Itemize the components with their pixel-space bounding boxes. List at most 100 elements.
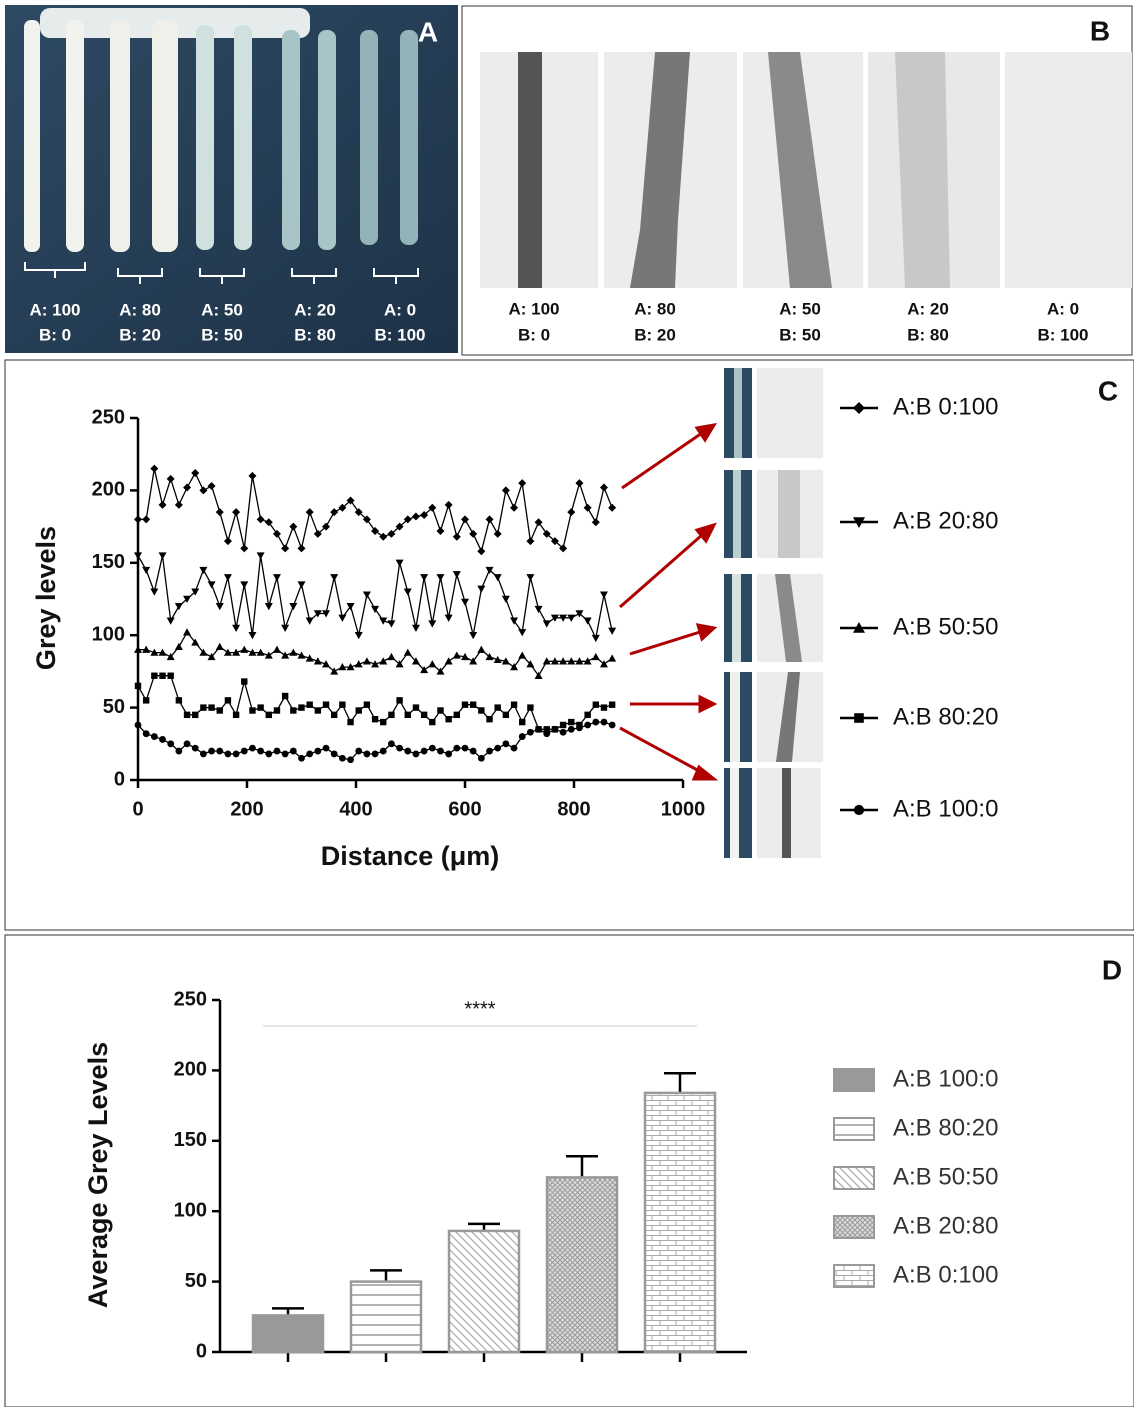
marker	[166, 652, 175, 661]
marker	[175, 747, 183, 755]
marker	[404, 747, 412, 755]
marker	[853, 402, 865, 414]
marker	[363, 701, 371, 708]
marker	[191, 588, 200, 596]
marker	[501, 595, 510, 603]
x-tick-label: 1000	[661, 798, 706, 820]
marker	[379, 747, 387, 755]
sample-label: B: 0	[518, 325, 550, 344]
y-tick-label: 0	[196, 1340, 207, 1362]
legend-label: A:B 50:50	[893, 613, 998, 640]
y-tick-label: 150	[92, 551, 125, 573]
marker	[510, 701, 518, 708]
marker	[477, 754, 485, 762]
bar	[447, 1229, 521, 1354]
marker	[600, 718, 608, 726]
marker	[371, 750, 379, 758]
marker	[412, 704, 420, 711]
marker	[281, 544, 290, 553]
marker	[338, 503, 347, 512]
marker	[273, 707, 281, 714]
y-tick-label: 100	[92, 623, 125, 645]
marker	[305, 654, 314, 662]
sample-label: A: 80	[634, 299, 676, 318]
marker	[281, 692, 289, 700]
marker	[608, 721, 616, 729]
marker	[272, 529, 281, 538]
legend-label: A:B 100:0	[893, 795, 998, 822]
legend-label: A:B 50:50	[893, 1163, 998, 1190]
marker	[584, 711, 591, 719]
marker	[608, 654, 617, 662]
marker	[207, 652, 216, 661]
sample-label: B: 20	[119, 325, 161, 344]
sample-label: B: 0	[39, 325, 71, 344]
bar	[545, 1176, 619, 1354]
legend-label: A:B 0:100	[893, 1261, 998, 1288]
marker	[339, 701, 346, 708]
series-line	[138, 468, 613, 554]
marker	[445, 715, 452, 723]
marker	[191, 638, 200, 646]
marker	[486, 715, 493, 723]
marker	[216, 747, 224, 755]
marker	[151, 672, 158, 679]
marker	[411, 657, 420, 665]
sample-label: B: 20	[634, 325, 676, 344]
marker	[550, 537, 559, 546]
legend-label: A:B 100:0	[893, 1065, 998, 1092]
marker	[854, 713, 864, 723]
marker	[379, 532, 388, 541]
marker	[281, 624, 290, 632]
marker	[592, 718, 600, 726]
marker	[559, 544, 568, 553]
marker	[444, 657, 453, 665]
marker	[142, 515, 151, 524]
marker	[355, 707, 362, 714]
marker	[559, 721, 567, 729]
marker	[403, 515, 412, 524]
brackets	[24, 262, 419, 284]
marker	[183, 628, 192, 636]
marker	[379, 617, 388, 625]
marker	[289, 747, 297, 755]
legend-swatch	[833, 1264, 875, 1288]
marker	[248, 632, 257, 640]
marker	[494, 704, 501, 711]
sample-label: A: 100	[508, 299, 559, 318]
marker	[387, 620, 396, 628]
marker	[608, 701, 616, 708]
panel-label: A	[418, 16, 438, 47]
marker	[166, 474, 175, 483]
marker	[371, 715, 379, 723]
marker	[493, 574, 502, 582]
marker	[199, 486, 208, 495]
y-axis-title: Average Grey Levels	[83, 1042, 113, 1308]
legend-label: A:B 20:80	[893, 507, 998, 534]
marker	[526, 574, 535, 582]
marker	[289, 648, 298, 656]
marker	[518, 479, 527, 488]
marker	[420, 574, 429, 582]
marker	[362, 657, 371, 665]
marker	[354, 632, 363, 640]
marker	[567, 614, 576, 622]
marker	[207, 581, 216, 589]
panel-label: B	[1090, 15, 1110, 46]
image-frame	[1005, 52, 1132, 288]
marker	[158, 648, 167, 656]
marker	[346, 496, 355, 505]
marker	[142, 697, 150, 704]
marker	[298, 754, 305, 762]
marker	[142, 730, 150, 738]
marker	[437, 747, 444, 755]
marker	[534, 671, 543, 679]
marker	[215, 642, 224, 650]
marker	[200, 750, 207, 758]
marker	[232, 508, 241, 517]
marker	[314, 707, 322, 714]
marker	[223, 648, 232, 656]
marker	[452, 651, 461, 659]
marker	[396, 697, 403, 704]
marker	[240, 544, 249, 553]
